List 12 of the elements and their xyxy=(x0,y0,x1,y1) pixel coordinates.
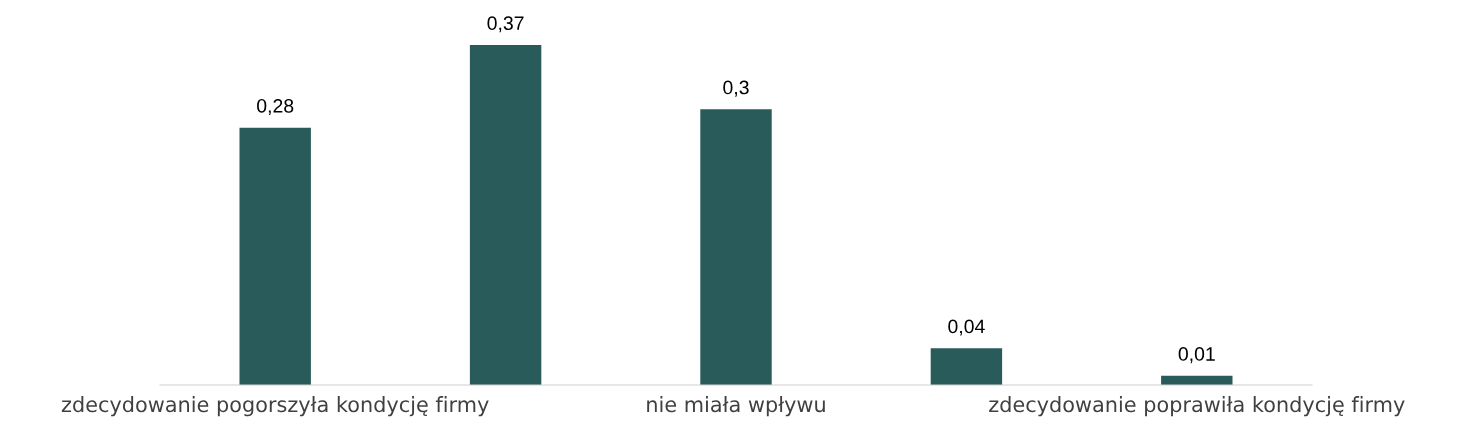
data-label: 0,37 xyxy=(487,16,524,33)
x-tick-label: nie miała wpływu xyxy=(647,396,825,417)
x-tick-label: zdecydowanie pogorszyła kondycję firmy xyxy=(61,396,489,417)
data-label: 0,3 xyxy=(723,80,749,97)
data-label: 0,28 xyxy=(257,98,294,116)
data-label: 0,01 xyxy=(1178,347,1215,364)
data-label: 0,04 xyxy=(948,319,985,336)
bar xyxy=(930,348,1003,385)
x-tick-label: zdecydowanie poprawiła kondycję firmy xyxy=(989,396,1405,417)
bar xyxy=(239,127,311,385)
bar xyxy=(469,45,542,385)
bar xyxy=(700,109,772,385)
